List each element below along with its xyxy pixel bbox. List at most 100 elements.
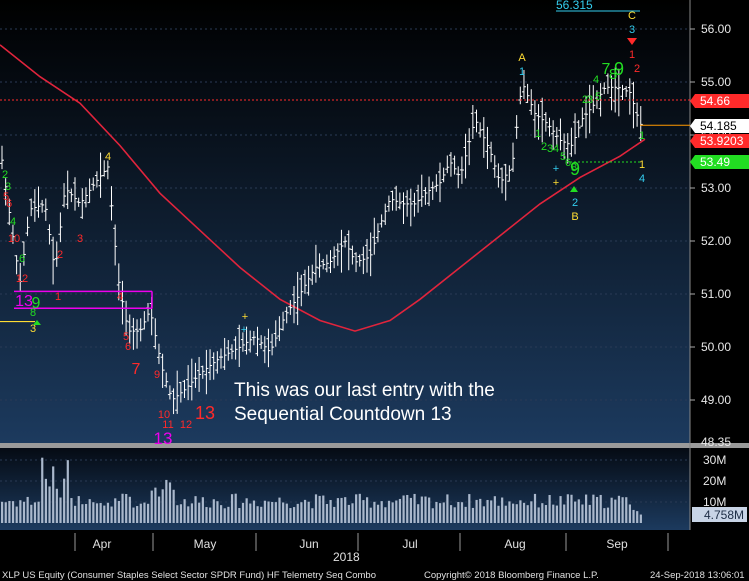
td-count-label: 1 [535, 128, 541, 140]
volume-tick-label: 10M [703, 495, 726, 509]
volume-bar [110, 506, 113, 523]
td-count-label: 1 [629, 49, 635, 61]
volume-bar [314, 494, 318, 523]
year-label: 2018 [333, 550, 360, 564]
td-countdown-13-magenta: 13 [15, 293, 33, 310]
td-label-a: A [518, 52, 526, 64]
volume-bar [303, 499, 307, 523]
up-arrow-icon [570, 186, 578, 192]
volume-bar [165, 479, 168, 523]
month-label: Apr [93, 537, 112, 551]
volume-bar [610, 497, 613, 523]
price-tick-label: 56.00 [701, 22, 731, 36]
footer-ticker: XLP US Equity (Consumer Staples Select S… [2, 570, 376, 581]
volume-bar [457, 501, 460, 523]
volume-bar [322, 495, 325, 523]
volume-bar [11, 501, 15, 523]
td-setup-7-red: 7 [132, 361, 141, 378]
volume-bar [333, 506, 336, 523]
volume-bar [555, 505, 558, 523]
volume-bar [351, 503, 354, 523]
volume-bar [274, 502, 277, 523]
volume-bar [471, 507, 475, 523]
td-count-label: 4 [553, 143, 559, 155]
volume-bar [37, 501, 40, 523]
volume-bar [504, 505, 507, 523]
volume-bar [355, 494, 358, 523]
td-count-label: 2 [57, 249, 63, 261]
volume-bar [300, 502, 303, 523]
volume-bar [636, 511, 639, 523]
volume-bar [216, 501, 219, 523]
price-tick-label: 53.00 [701, 181, 731, 195]
price-tick-label: 52.00 [701, 234, 731, 248]
volume-bar [366, 497, 369, 523]
volume-bar [22, 501, 26, 523]
price-tag-label: 53.9203 [700, 134, 744, 148]
price-tick-label: 48.35 [701, 435, 731, 449]
volume-bar [595, 496, 599, 523]
td-count-label: 6 [6, 198, 12, 210]
volume-bar [603, 508, 606, 523]
volume-bar [380, 501, 383, 523]
volume-bar [570, 494, 573, 523]
td-count-label: 1 [55, 291, 61, 303]
td-count-label: 4 [10, 216, 16, 228]
volume-bar [168, 482, 172, 523]
volume-bar [143, 502, 146, 523]
volume-bar [336, 498, 339, 523]
td-count-label: 3 [629, 24, 635, 36]
volume-last-tag [692, 507, 747, 522]
volume-bar [453, 507, 456, 523]
price-tag [690, 155, 749, 169]
td-setup-9-sept: 9 [614, 59, 624, 79]
td-count-label: 4 [593, 74, 599, 86]
volume-bar [245, 498, 248, 523]
td-count-label: 2 [582, 94, 588, 106]
month-label: Jul [402, 537, 417, 551]
volume-bar [559, 496, 562, 523]
price-tag [690, 119, 749, 133]
volume-bar [99, 503, 102, 523]
volume-bar [417, 504, 420, 523]
volume-bar [490, 500, 493, 523]
volume-tick-label: 20M [703, 474, 726, 488]
volume-bar [585, 494, 588, 523]
td-countdown-13-red: 13 [195, 403, 215, 423]
volume-bar [544, 505, 548, 523]
td-count-label: + [553, 163, 559, 175]
volume-bar [369, 507, 372, 523]
volume-bar [424, 496, 427, 523]
td-count-label: 9 [154, 369, 160, 381]
price-tick-label: 50.00 [701, 340, 731, 354]
volume-bar [26, 496, 29, 523]
volume-bar [475, 499, 478, 523]
volume-bar [63, 478, 66, 523]
volume-bar [442, 502, 445, 523]
volume-bar [614, 499, 617, 523]
volume-bar [179, 504, 183, 523]
volume-bar [347, 504, 350, 523]
td-count-label: 6 [19, 253, 25, 265]
td-count-label: 2 [634, 63, 640, 75]
price-tick-label: 51.00 [701, 287, 731, 301]
volume-bar [157, 496, 161, 523]
volume-bar [431, 508, 434, 523]
td-count-label: 12 [180, 419, 192, 431]
volume-bar [95, 503, 99, 523]
volume-bar [15, 506, 18, 523]
month-label: Aug [504, 537, 525, 551]
volume-bar [201, 497, 204, 523]
volume-bar [52, 466, 55, 523]
volume-bar [409, 497, 412, 523]
volume-bar [271, 501, 274, 523]
volume-bar [395, 500, 398, 523]
volume-bar [296, 503, 299, 523]
panel-separator [0, 443, 749, 448]
td-count-label: 2 [572, 197, 578, 209]
td-count-label: 5 [3, 191, 9, 203]
volume-bar [30, 504, 33, 523]
td-count-label: + [553, 177, 559, 189]
volume-bar [311, 508, 314, 523]
td-count-label: 2 [541, 141, 547, 153]
